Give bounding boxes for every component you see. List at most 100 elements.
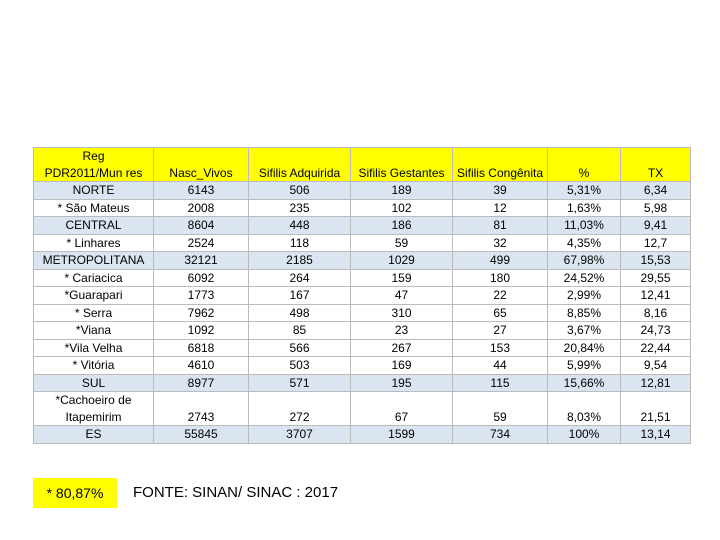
table-cell: 2524 <box>153 233 249 252</box>
table-cell: Sifilis Gestantes <box>350 147 453 182</box>
table-cell: 5,31% <box>547 181 621 200</box>
table-cell: 6,34 <box>620 181 691 200</box>
table-cell: CENTRAL <box>33 216 154 235</box>
table-cell: 499 <box>452 251 548 270</box>
table-cell: 153 <box>452 338 548 357</box>
table-row: *Viana 1092 85 23 27 3,67% 24,73 <box>33 321 691 340</box>
table-cell: Nasc_Vivos <box>153 147 249 182</box>
table-cell: 85 <box>248 321 351 340</box>
table-cell: 12,41 <box>620 286 691 305</box>
table-cell: 44 <box>452 356 548 375</box>
table-cell: 264 <box>248 268 351 287</box>
table-cell: 22,44 <box>620 338 691 357</box>
table-cell: 4,35% <box>547 233 621 252</box>
table-row: * Vitória 4610 503 169 44 5,99% 9,54 <box>33 356 691 375</box>
table-cell: 8604 <box>153 216 249 235</box>
table-cell: 180 <box>452 268 548 287</box>
table-cell: 2008 <box>153 198 249 217</box>
table-row: *Vila Velha 6818 566 267 153 20,84% 22,44 <box>33 338 691 357</box>
table-cell: 6092 <box>153 268 249 287</box>
table-cell: 3,67% <box>547 321 621 340</box>
table-cell: ES <box>33 425 154 444</box>
table-cell: Sifilis Congênita <box>452 147 548 182</box>
table-cell: 1599 <box>350 425 453 444</box>
table-cell: 6143 <box>153 181 249 200</box>
table-cell: 159 <box>350 268 453 287</box>
table-cell: 20,84% <box>547 338 621 357</box>
table-cell: 189 <box>350 181 453 200</box>
table-cell: 9,54 <box>620 356 691 375</box>
table-cell: 100% <box>547 425 621 444</box>
note: * 80,87% <box>33 478 117 508</box>
table-cell: 448 <box>248 216 351 235</box>
data-table: Reg PDR2011/Mun res Nasc_Vivos Sifilis Adq… <box>33 147 691 444</box>
table-cell: 235 <box>248 198 351 217</box>
table-cell: 267 <box>350 338 453 357</box>
table-row: NORTE 6143 506 189 39 5,31% 6,34 <box>33 181 691 200</box>
table-cell: * Linhares <box>33 233 154 252</box>
table-cell: 115 <box>452 373 548 392</box>
table-cell: 12,81 <box>620 373 691 392</box>
table-cell: Sifilis Adquirida <box>248 147 351 182</box>
table-cell: *Viana <box>33 321 154 340</box>
table-cell: 571 <box>248 373 351 392</box>
table-cell: 118 <box>248 233 351 252</box>
table-cell: 1,63% <box>547 198 621 217</box>
table-cell: * Cariacica <box>33 268 154 287</box>
table-cell: 15,66% <box>547 373 621 392</box>
table-cell: * São Mateus <box>33 198 154 217</box>
table-cell: 4610 <box>153 356 249 375</box>
table-cell: 5,99% <box>547 356 621 375</box>
table-cell: 59 <box>452 391 548 426</box>
table-cell: *Cachoeiro de Itapemirim <box>33 391 154 426</box>
table-cell: 65 <box>452 303 548 322</box>
table-cell: *Guarapari <box>33 286 154 305</box>
table-row: * Serra 7962 498 310 65 8,85% 8,16 <box>33 303 691 322</box>
table-cell: 24,73 <box>620 321 691 340</box>
header-row: Reg PDR2011/Mun res Nasc_Vivos Sifilis Adq… <box>33 147 691 182</box>
table-cell: 186 <box>350 216 453 235</box>
table-cell: 13,14 <box>620 425 691 444</box>
table-cell: % <box>547 147 621 182</box>
table-cell: 195 <box>350 373 453 392</box>
table-cell: 21,51 <box>620 391 691 426</box>
table-row: * Linhares 2524 118 59 32 4,35% 12,7 <box>33 233 691 252</box>
table-cell: 1773 <box>153 286 249 305</box>
table-cell: 8977 <box>153 373 249 392</box>
table-cell: 6818 <box>153 338 249 357</box>
table-cell: TX <box>620 147 691 182</box>
table-cell: 503 <box>248 356 351 375</box>
table-row: *Cachoeiro de Itapemirim 2743 272 67 59 8,03%… <box>33 391 691 426</box>
table-row: * Cariacica 6092 264 159 180 24,52% 29,55 <box>33 268 691 287</box>
table-cell: 5,98 <box>620 198 691 217</box>
table-row: METROPOLITANA 32121 2185 1029 499 67,98% 15,53 <box>33 251 691 270</box>
table-cell: 169 <box>350 356 453 375</box>
table-cell: 11,03% <box>547 216 621 235</box>
table-cell: 102 <box>350 198 453 217</box>
table-cell: Reg PDR2011/Mun res <box>33 147 154 182</box>
table-cell: 81 <box>452 216 548 235</box>
table-cell: 506 <box>248 181 351 200</box>
table-cell: 566 <box>248 338 351 357</box>
table-cell: *Vila Velha <box>33 338 154 357</box>
table-cell: 1029 <box>350 251 453 270</box>
table-cell: * Serra <box>33 303 154 322</box>
table-cell: 27 <box>452 321 548 340</box>
table-cell: 24,52% <box>547 268 621 287</box>
source: FONTE: SINAN/ SINAC : 2017 <box>133 484 339 501</box>
table-cell: 32121 <box>153 251 249 270</box>
table-row: SUL 8977 571 195 115 15,66% 12,81 <box>33 373 691 392</box>
table-cell: NORTE <box>33 181 154 200</box>
table-row: * São Mateus 2008 235 102 12 1,63% 5,98 <box>33 198 691 217</box>
table-cell: 29,55 <box>620 268 691 287</box>
table-cell: 39 <box>452 181 548 200</box>
table-cell: 23 <box>350 321 453 340</box>
table-cell: 67,98% <box>547 251 621 270</box>
table-row: *Guarapari 1773 167 47 22 2,99% 12,41 <box>33 286 691 305</box>
table-cell: 8,85% <box>547 303 621 322</box>
table-cell: 32 <box>452 233 548 252</box>
table-cell: 9,41 <box>620 216 691 235</box>
table-cell: 67 <box>350 391 453 426</box>
table-cell: 12,7 <box>620 233 691 252</box>
